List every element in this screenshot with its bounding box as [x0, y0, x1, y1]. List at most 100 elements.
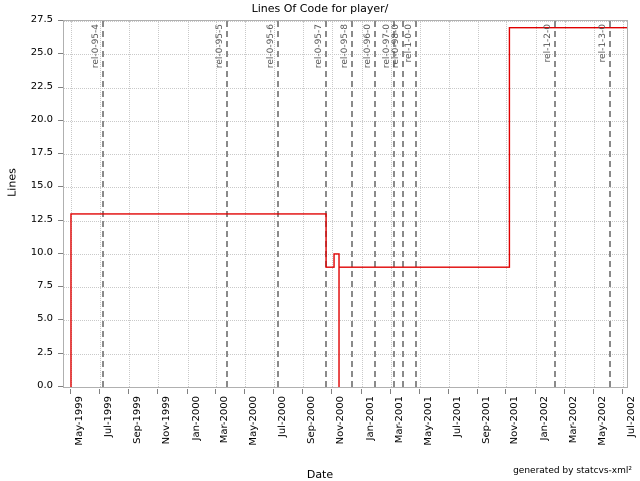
gridline-horizontal	[64, 187, 627, 189]
gridline-horizontal	[64, 120, 627, 122]
gridline-horizontal	[64, 353, 627, 355]
y-tick-label: 20.0	[30, 113, 53, 125]
gridline-vertical	[70, 21, 72, 387]
x-tick-mark	[389, 389, 391, 394]
gridline-vertical	[216, 21, 218, 387]
y-tick-mark	[58, 86, 63, 88]
release-tag-label: rel-0-95-8	[339, 24, 350, 69]
x-tick-label: Sep-2000	[306, 396, 318, 444]
gridline-vertical	[361, 21, 363, 387]
y-tick-mark	[58, 119, 63, 121]
gridline-horizontal	[64, 253, 627, 255]
release-tag-label: rel-1-3-0	[598, 24, 609, 63]
release-tag-line	[414, 21, 417, 387]
loc-step-line	[70, 26, 627, 387]
gridline-horizontal	[64, 220, 627, 222]
x-tick-label: Mar-2002	[568, 396, 580, 444]
release-tag-label: rel-0-98-0	[390, 24, 401, 69]
x-tick-label: May-1999	[73, 396, 85, 446]
x-tick-mark	[447, 389, 449, 394]
x-tick-label: Jan-2001	[364, 396, 376, 441]
y-tick-label: 25.0	[30, 47, 53, 59]
x-tick-label: Mar-2001	[393, 396, 405, 444]
x-tick-mark	[535, 389, 537, 394]
release-tag-line	[401, 21, 404, 387]
y-tick-mark	[58, 53, 63, 55]
gridline-horizontal	[64, 87, 627, 89]
gridline-horizontal	[64, 21, 627, 22]
gridline-vertical	[536, 21, 538, 387]
loc-series-line	[70, 26, 627, 387]
x-tick-mark	[156, 389, 158, 394]
gridline-vertical	[128, 21, 130, 387]
chart-title: Lines Of Code for player/	[251, 2, 389, 15]
x-tick-label: May-2002	[597, 396, 609, 446]
x-tick-label: Nov-1999	[160, 396, 172, 445]
release-tag-line	[609, 21, 612, 387]
y-tick-label: 15.0	[30, 180, 53, 192]
x-tick-mark	[98, 389, 100, 394]
gridline-vertical	[390, 21, 392, 387]
release-tag-label: rel-1-0-0	[403, 24, 414, 63]
y-tick-label: 10.0	[30, 246, 53, 258]
x-tick-label: Jul-2000	[277, 396, 289, 438]
x-tick-mark	[622, 389, 623, 394]
y-tick-label: 27.5	[30, 14, 53, 25]
x-tick-label: May-2001	[422, 396, 434, 446]
x-tick-mark	[302, 389, 304, 394]
x-tick-label: Nov-2001	[509, 396, 521, 445]
release-tag-label: rel-0-95-7	[314, 24, 325, 69]
x-tick-label: Jul-2001	[451, 396, 463, 438]
y-tick-mark	[58, 20, 63, 21]
y-tick-mark	[58, 219, 63, 221]
release-tag-line	[350, 21, 353, 387]
y-tick-label: 0.0	[37, 380, 53, 391]
release-tag-line	[325, 21, 328, 387]
gridline-vertical	[99, 21, 101, 387]
gridline-vertical	[477, 21, 479, 387]
x-tick-label: Jul-1999	[102, 396, 114, 438]
gridline-vertical	[506, 21, 508, 387]
y-tick-mark	[58, 252, 63, 254]
gridline-horizontal	[64, 387, 627, 388]
gridline-horizontal	[64, 320, 627, 322]
x-tick-mark	[186, 389, 188, 394]
y-tick-label: 5.0	[37, 313, 53, 325]
x-axis-title: Date	[306, 468, 334, 481]
x-tick-label: Mar-2000	[219, 396, 231, 444]
y-tick-mark	[58, 153, 63, 155]
gridline-horizontal	[64, 54, 627, 56]
x-tick-label: Jul-2002	[626, 396, 637, 438]
x-tick-mark	[331, 389, 333, 394]
y-tick-mark	[58, 186, 63, 188]
y-tick-label: 12.5	[30, 213, 53, 225]
release-tag-label: rel-0-95-6	[266, 24, 277, 69]
release-tag-line	[392, 21, 395, 387]
x-tick-mark	[360, 389, 362, 394]
gridline-horizontal	[64, 154, 627, 156]
gridline-vertical	[245, 21, 247, 387]
x-tick-mark	[273, 389, 275, 394]
gridline-vertical	[187, 21, 189, 387]
gridline-vertical	[623, 21, 624, 387]
release-tag-line	[373, 21, 376, 387]
release-tag-label: rel-1-2-0	[543, 24, 554, 63]
release-tag-label: rel-0-95-4	[90, 24, 101, 69]
plot-area	[63, 20, 628, 388]
y-tick-label: 7.5	[37, 280, 53, 292]
x-tick-mark	[476, 389, 478, 394]
x-tick-label: Jan-2000	[190, 396, 202, 441]
y-tick-mark	[58, 352, 63, 354]
x-tick-label: Nov-2000	[335, 396, 347, 445]
x-tick-mark	[418, 389, 420, 394]
gridline-vertical	[565, 21, 567, 387]
gridline-vertical	[448, 21, 450, 387]
x-tick-mark	[505, 389, 507, 394]
release-tag-line	[101, 21, 104, 387]
x-tick-label: Sep-2001	[480, 396, 492, 444]
y-tick-label: 17.5	[30, 147, 53, 159]
release-tag-label: rel-0-96-0	[362, 24, 373, 69]
gridline-vertical	[419, 21, 421, 387]
y-tick-mark	[58, 286, 63, 288]
